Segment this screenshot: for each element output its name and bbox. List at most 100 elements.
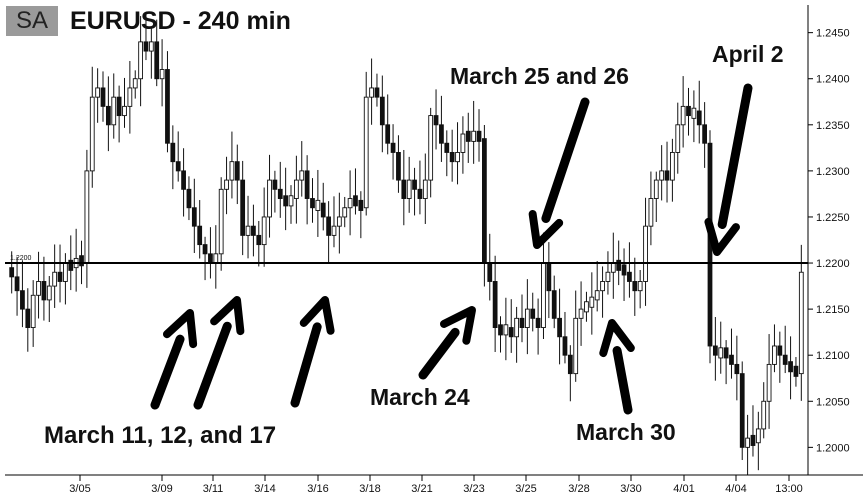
annotation-arrows — [150, 83, 753, 415]
candle — [691, 90, 697, 143]
candle — [750, 405, 756, 457]
arrow-march-12 — [193, 296, 245, 410]
candle — [331, 196, 337, 248]
candle — [594, 261, 600, 312]
arrow-march-24 — [418, 306, 476, 380]
candle — [401, 149, 407, 226]
arrow-march-30 — [599, 319, 635, 415]
candle — [36, 251, 41, 319]
candle — [653, 171, 659, 222]
candle — [138, 16, 143, 107]
candle — [191, 178, 197, 253]
y-tick-label: 1.2400 — [816, 74, 850, 86]
candle — [224, 156, 229, 215]
candle — [546, 242, 552, 319]
x-tick-label: 4/01 — [673, 483, 694, 495]
candle — [492, 255, 498, 352]
y-tick-label: 1.2350 — [816, 120, 850, 132]
candle — [30, 280, 36, 347]
chart-title: EURUSD - 240 min — [70, 7, 291, 35]
candle — [793, 357, 799, 387]
plot-frame — [5, 5, 863, 476]
candle — [326, 201, 331, 263]
candle — [288, 185, 294, 224]
candle — [686, 87, 691, 136]
candle — [202, 236, 208, 281]
candle — [745, 414, 750, 475]
candle — [541, 232, 546, 340]
candle — [84, 149, 90, 288]
symbol-badge: SA — [15, 7, 48, 34]
y-tick-label: 1.2250 — [816, 212, 850, 224]
candle — [428, 107, 434, 198]
candle — [293, 155, 299, 224]
candle — [304, 155, 310, 225]
candle — [111, 73, 117, 139]
candle — [165, 51, 170, 153]
candle — [600, 266, 605, 318]
annotation-march-25-26: March 25 and 26 — [450, 63, 629, 89]
candle — [105, 76, 111, 152]
x-tick-label: 3/11 — [203, 483, 224, 495]
candle — [487, 233, 493, 301]
candle — [310, 178, 315, 223]
candle — [261, 187, 267, 267]
symbol-badge-bg — [6, 6, 58, 36]
y-tick-label: 1.2100 — [816, 350, 850, 362]
candle — [417, 160, 423, 215]
candle — [41, 256, 47, 321]
candle — [471, 100, 477, 164]
candle — [14, 257, 20, 316]
support-level-label: 1.2200 — [10, 255, 32, 262]
x-tick-label: 3/09 — [151, 483, 172, 495]
candle — [122, 77, 127, 128]
candle — [159, 39, 165, 107]
candle — [369, 58, 374, 125]
candle — [766, 334, 772, 429]
candle — [213, 225, 219, 289]
candle — [610, 232, 616, 299]
candle — [95, 68, 101, 123]
candle — [696, 80, 702, 144]
candle — [503, 297, 509, 361]
candle — [342, 196, 348, 228]
candle — [143, 12, 149, 61]
candle — [589, 272, 595, 335]
candle — [353, 168, 358, 215]
candle — [116, 85, 122, 143]
candle — [498, 316, 503, 353]
candle — [718, 321, 724, 374]
candle — [154, 19, 160, 87]
x-tick-label: 3/05 — [69, 483, 90, 495]
candle — [712, 317, 718, 381]
candle — [277, 161, 283, 218]
candle — [412, 167, 417, 216]
candle — [358, 191, 364, 239]
candle — [20, 260, 25, 328]
candle — [63, 253, 68, 305]
y-tick-label: 1.2300 — [816, 166, 850, 178]
candle — [648, 171, 654, 246]
x-tick-label: 3/25 — [515, 483, 536, 495]
candle — [788, 336, 793, 400]
candle — [272, 170, 278, 213]
arrow-march-25-26 — [528, 97, 590, 249]
candle — [336, 192, 342, 254]
x-tick-label: 3/23 — [463, 483, 484, 495]
y-tick-label: 1.2000 — [816, 442, 850, 454]
candle — [772, 324, 777, 373]
candle — [197, 200, 203, 259]
candle — [578, 281, 584, 346]
y-tick-label: 1.2200 — [816, 258, 850, 270]
candles — [9, 12, 804, 475]
x-tick-label: 3/21 — [411, 483, 432, 495]
candle — [363, 71, 369, 216]
candle — [449, 129, 455, 182]
candle — [551, 275, 557, 329]
candle — [460, 116, 466, 174]
candle — [25, 288, 31, 352]
x-tick-label: 3/14 — [254, 483, 275, 495]
candle — [170, 125, 176, 190]
candle — [739, 361, 745, 461]
